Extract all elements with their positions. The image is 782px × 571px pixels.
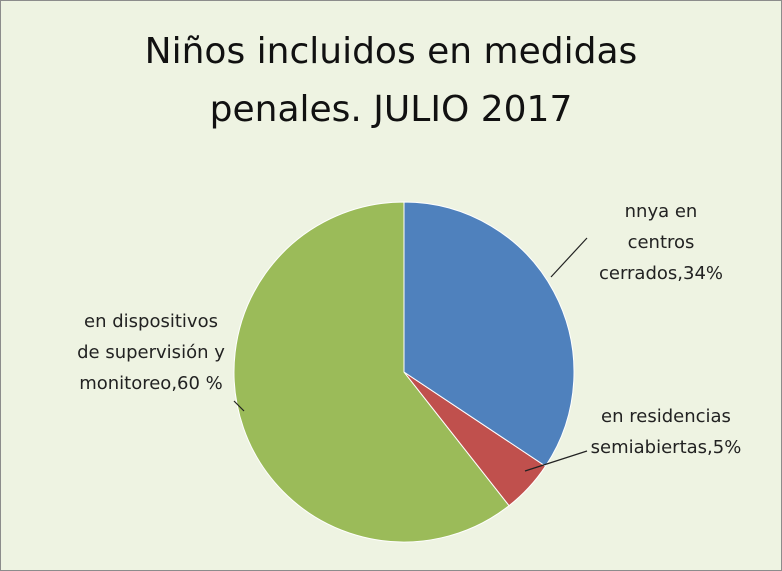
value-label: 60 % [177,373,223,394]
data-label: en residencias semiabiertas,5% [581,401,751,463]
chart-title: Niños incluidos en medidas penales. JULI… [144,31,638,130]
data-label: nnya en centros cerrados,34% [591,196,731,289]
category-label: en residencias semiabiertas, [590,406,731,458]
value-label: 5% [712,437,742,458]
category-label: nnya en centros cerrados, [598,201,698,284]
leader-line [524,450,588,472]
pie-slice [403,201,575,467]
pie-slice [233,201,510,543]
data-label: en dispositivos de supervisión y monitor… [71,306,231,399]
category-label: en dispositivos de supervisión y monitor… [77,311,225,394]
leader-line [233,400,245,412]
value-label: 34% [683,263,724,284]
leader-line [550,237,588,278]
